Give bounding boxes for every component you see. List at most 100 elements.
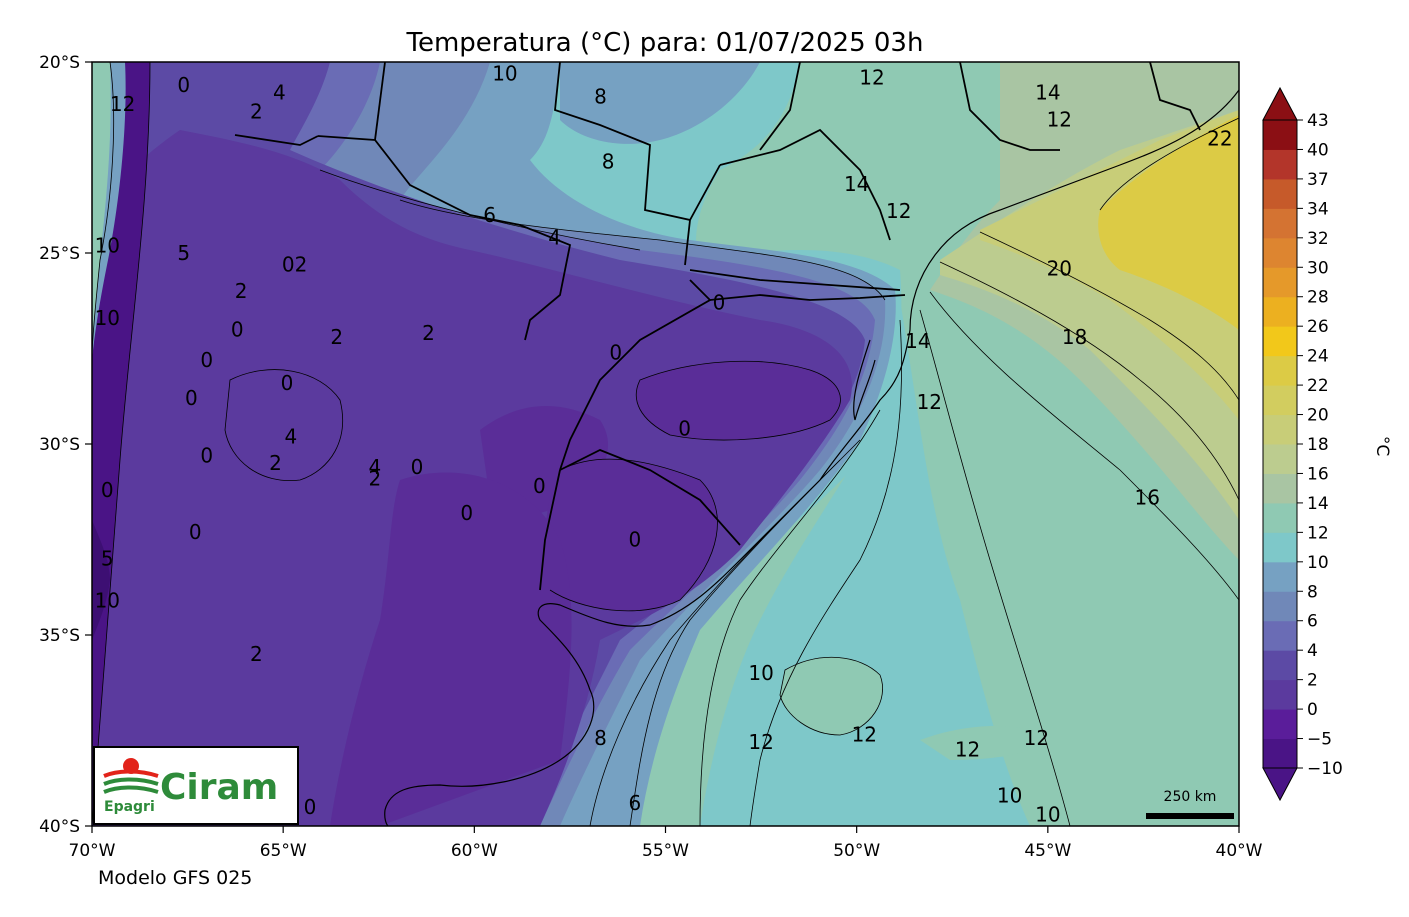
colorbar-segment — [1263, 738, 1297, 769]
isotherm-5-andes — [92, 62, 151, 826]
field-12-14-patch-b — [920, 725, 1050, 760]
colorbar-tick-label: 28 — [1307, 288, 1329, 308]
contour-label: 2 — [422, 321, 435, 345]
contour-label: 0 — [281, 371, 294, 395]
scale-bar-label: 250 km — [1164, 789, 1217, 805]
colorbar-segment — [1263, 532, 1297, 563]
y-tick-label: 25°S — [39, 244, 80, 264]
colorbar-segment — [1263, 208, 1297, 239]
colorbar-segment — [1263, 267, 1297, 298]
y-tick-label: 20°S — [39, 53, 80, 73]
isotherm-8-andes — [92, 62, 115, 361]
country-borders — [234, 62, 1201, 591]
isotherm-16 — [929, 291, 1239, 601]
logo-wave-icon — [103, 769, 159, 778]
contour-label: 8 — [602, 149, 615, 173]
colorbar-tick-label: −5 — [1307, 730, 1332, 750]
contour-label: 0 — [200, 443, 213, 467]
colorbar-tick-label: 37 — [1307, 170, 1329, 190]
border-mg-es — [1149, 62, 1201, 131]
isotherm-4-north — [319, 169, 641, 251]
field-neg5-0-rs — [636, 361, 841, 440]
contour-label: 2 — [250, 100, 263, 124]
colorbar-segment — [1263, 385, 1297, 416]
contour-label: 5 — [177, 241, 190, 265]
colorbar-tick-label: 43 — [1307, 111, 1329, 131]
contour-label: 14 — [844, 172, 869, 196]
contour-label: 0 — [304, 795, 317, 819]
scale-bar: 250 km — [1146, 789, 1234, 819]
colorbar-tick-label: 12 — [1307, 523, 1329, 543]
logo-wave-icon-2 — [103, 777, 159, 786]
contour-label: 4 — [273, 81, 286, 105]
border-states-north — [719, 128, 891, 241]
contour-label: 14 — [1035, 81, 1060, 105]
colorbar-tick-label: 4 — [1307, 641, 1318, 661]
contour-label: 16 — [1135, 485, 1160, 509]
contour-label: 10 — [997, 783, 1022, 807]
contour-label: 02 — [282, 252, 307, 276]
border-argentina-brazil — [559, 279, 712, 471]
border-uruguay-argentina — [539, 469, 561, 591]
x-tick-label: 60°W — [451, 841, 498, 861]
isotherm-6-north — [399, 199, 886, 301]
contour-label: 20 — [1047, 256, 1072, 280]
x-tick-label: 45°W — [1024, 841, 1071, 861]
border-mg-rj — [959, 62, 1060, 151]
contour-label: 10 — [748, 661, 773, 685]
contour-label: 4 — [369, 455, 382, 479]
x-tick-label: 70°W — [69, 841, 116, 861]
colorbar-tick-label: 2 — [1307, 671, 1318, 691]
contour-label: 0 — [533, 474, 546, 498]
contour-label: 18 — [1062, 325, 1087, 349]
colorbar-segment — [1263, 178, 1297, 209]
map-title: Temperatura (°C) para: 01/07/2025 03h — [406, 28, 924, 58]
isotherm-14-coast — [919, 309, 1071, 826]
colorbar-segment — [1263, 502, 1297, 533]
contour-label: 0 — [101, 478, 114, 502]
contour-label: 12 — [748, 730, 773, 754]
contour-label: 12 — [917, 390, 942, 414]
colorbar-segment — [1263, 444, 1297, 474]
y-tick-label: 40°S — [39, 817, 80, 837]
coastline — [384, 89, 1239, 826]
contour-label: 0 — [609, 340, 622, 364]
colorbar-tick-label: 30 — [1307, 258, 1329, 278]
contour-label: 10 — [1035, 803, 1060, 827]
contour-label: 12 — [852, 722, 877, 746]
colorbar-segment — [1263, 149, 1297, 180]
colorbar-tick-label: 0 — [1307, 700, 1318, 720]
isotherm-22 — [1099, 117, 1239, 211]
y-tick-label: 30°S — [39, 435, 80, 455]
contour-label: 12 — [955, 738, 980, 762]
contour-label: 4 — [548, 226, 561, 250]
field-andes-coast-8-10 — [92, 62, 126, 360]
field-12-14-patch-a — [780, 657, 883, 735]
contour-label: 0 — [629, 528, 642, 552]
field-0-2-mid — [225, 369, 343, 481]
colorbar-segment — [1263, 120, 1297, 150]
isotherm-0-rs — [635, 360, 841, 441]
colorbar-tick-label: 26 — [1307, 317, 1329, 337]
contour-label: 2 — [235, 279, 248, 303]
border-mg-sp — [759, 62, 801, 151]
model-label: Modelo GFS 025 — [98, 867, 252, 889]
colorbar-tick-label: 22 — [1307, 376, 1329, 396]
field-andes-colder — [92, 520, 110, 640]
colorbar-tick-label: 10 — [1307, 553, 1329, 573]
contour-label: 4 — [284, 424, 297, 448]
colorbar-extend-min — [1262, 767, 1298, 802]
border-pr-sc — [689, 269, 901, 291]
colorbar-segment — [1263, 650, 1297, 681]
contour-label: 0 — [713, 291, 726, 315]
field-neg5-0-arg — [330, 472, 572, 826]
colorbar-tick-label: 8 — [1307, 582, 1318, 602]
contour-label: 2 — [269, 451, 282, 475]
border-argentina-bolivia — [234, 134, 319, 146]
contour-label: 2 — [330, 325, 343, 349]
colorbar-segment — [1263, 561, 1297, 592]
colorbar-tick-label: 40 — [1307, 140, 1329, 160]
isotherm-12-patch — [779, 656, 883, 736]
